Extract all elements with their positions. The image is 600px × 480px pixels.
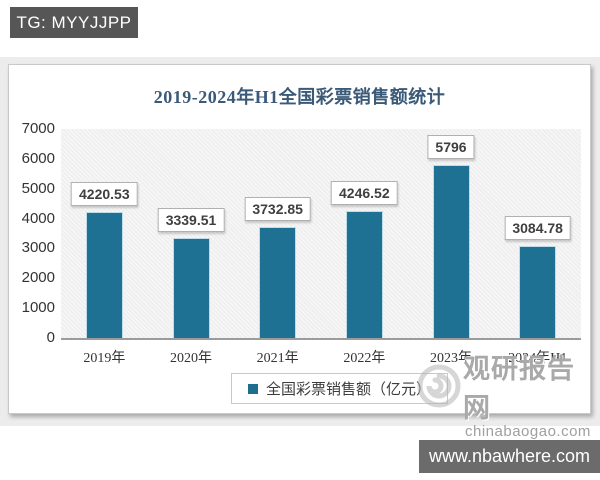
x-tick-label: 2022年	[343, 351, 386, 366]
bar-value-label: 4220.53	[71, 181, 138, 206]
y-tick-label: 7000	[21, 120, 55, 137]
legend-swatch-icon	[248, 383, 258, 394]
y-tick-label: 3000	[21, 239, 55, 257]
x-tick-label: 2024年H1	[508, 351, 568, 366]
bar[interactable]	[432, 164, 470, 338]
bar-value-label: 3339.51	[157, 208, 225, 233]
chart-panel: 2019-2024年H1全国彩票销售额统计 0 1000 2000 3000 4000 5…	[8, 64, 591, 440]
bar-value-label: 4246.52	[331, 181, 398, 206]
y-tick-label: 4000	[21, 209, 55, 227]
telegram-banner[interactable]: TG: MYYJJPP	[10, 7, 138, 38]
legend-label: 全国彩票销售额（亿元）	[266, 382, 432, 398]
x-tick-label: 2019年	[83, 351, 126, 366]
telegram-banner-label: TG: MYYJJPP	[16, 12, 132, 32]
bar-value-label: 3732.85	[244, 196, 311, 221]
bar-value-label: 5796	[427, 134, 475, 159]
website-banner[interactable]: www.nbawhere.com	[419, 440, 600, 473]
website-banner-label: www.nbawhere.com	[428, 446, 591, 466]
bar[interactable]	[172, 238, 210, 338]
y-tick-label: 5000	[21, 179, 55, 197]
x-tick-label: 2020年	[170, 351, 212, 366]
y-tick-label: 6000	[21, 149, 55, 167]
bar[interactable]	[519, 245, 557, 338]
chart-title: 2019-2024年H1全国彩票销售额统计	[153, 87, 446, 107]
y-tick-label: 2000	[21, 269, 55, 287]
x-tick-label: 2021年	[256, 351, 299, 366]
y-tick-label: 1000	[21, 299, 55, 317]
bar[interactable]	[345, 211, 383, 338]
bar-value-label: 3084.78	[504, 215, 571, 240]
y-tick-label: 0	[46, 329, 55, 346]
legend: 全国彩票销售额（亿元）	[231, 373, 449, 404]
bar[interactable]	[85, 211, 123, 338]
plot-area	[61, 129, 581, 340]
x-tick-label: 2023年	[430, 351, 472, 366]
bar[interactable]	[259, 226, 297, 338]
